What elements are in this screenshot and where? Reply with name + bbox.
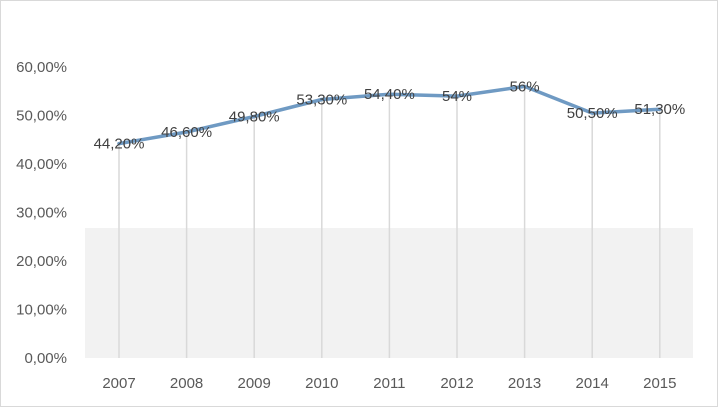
y-tick-label: 60,00% xyxy=(16,59,67,76)
series-line-layer xyxy=(117,84,662,146)
series-line xyxy=(117,84,662,146)
x-tick-label: 2007 xyxy=(102,375,135,392)
x-tick-label: 2014 xyxy=(576,375,609,392)
x-tick-label: 2015 xyxy=(643,375,676,392)
data-labels-layer: 44,20% 46,60% 49,80% 53,30% 54,40% 54% 56% 50,5… xyxy=(94,78,686,152)
x-tick-label: 2010 xyxy=(305,375,338,392)
x-tick-label: 2013 xyxy=(508,375,541,392)
data-label-2012: 54% xyxy=(442,88,472,105)
x-tick-label: 2011 xyxy=(373,375,405,392)
y-axis-ticks: 0,00% 10,00% 20,00% 30,00% 40,00% 50,00% 60,00… xyxy=(16,59,67,367)
data-label-2008: 46,60% xyxy=(161,124,212,141)
data-label-2013: 56% xyxy=(510,78,540,95)
x-tick-label: 2008 xyxy=(170,375,203,392)
data-label-2015: 51,30% xyxy=(634,101,685,118)
x-tick-label: 2009 xyxy=(238,375,271,392)
data-label-2014: 50,50% xyxy=(567,105,618,122)
y-tick-label: 20,00% xyxy=(16,253,67,270)
y-tick-label: 0,00% xyxy=(24,350,67,367)
x-axis-ticks: 2007 2008 2009 2010 2011 2012 2013 2014 2015 xyxy=(102,375,676,392)
y-tick-label: 40,00% xyxy=(16,156,67,173)
drop-lines-layer xyxy=(118,86,661,358)
data-label-2007: 44,20% xyxy=(94,136,145,153)
y-tick-label: 30,00% xyxy=(16,205,67,222)
data-label-2009: 49,80% xyxy=(229,108,280,125)
data-label-2010: 53,30% xyxy=(296,91,347,108)
y-tick-label: 50,00% xyxy=(16,108,67,125)
y-tick-label: 10,00% xyxy=(16,302,67,319)
data-label-2011: 54,40% xyxy=(364,86,415,103)
x-tick-label: 2012 xyxy=(440,375,473,392)
